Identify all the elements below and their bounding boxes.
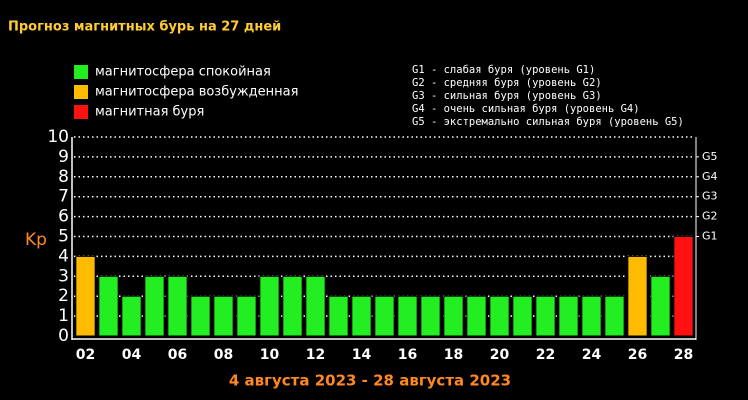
y-tick-label: 1 (58, 306, 69, 326)
bar (236, 295, 257, 337)
bar (558, 295, 579, 337)
bar (328, 295, 349, 337)
y-axis-label: Kp (25, 230, 47, 250)
bar (282, 275, 303, 337)
x-tick-label: 04 (122, 347, 142, 363)
x-tick-label: 10 (260, 347, 280, 363)
x-tick-label: 08 (214, 347, 233, 363)
bar (213, 295, 234, 337)
bar (443, 295, 464, 337)
y2-tick-label: G3 (702, 190, 718, 203)
bar (650, 275, 671, 337)
x-tick-label: 06 (168, 347, 187, 363)
scale-note: G5 - экстремально сильная буря (уровень … (412, 116, 684, 128)
chart-subtitle: 4 августа 2023 - 28 августа 2023 (229, 372, 511, 390)
bar (259, 275, 280, 337)
bar (673, 236, 694, 337)
y2-tick-label: G1 (702, 230, 718, 243)
y-tick-label: 10 (47, 127, 69, 147)
chart-title: Прогноз магнитных бурь на 27 дней (8, 20, 281, 35)
bar (489, 295, 510, 337)
bar (305, 275, 326, 337)
bar (627, 255, 648, 337)
scale-note: G4 - очень сильная буря (уровень G4) (412, 103, 640, 115)
y2-tick-label: G4 (702, 170, 718, 183)
bar (75, 255, 96, 337)
bar (581, 295, 602, 337)
scale-note: G2 - средняя буря (уровень G2) (412, 77, 602, 89)
y-tick-label: 6 (58, 207, 69, 227)
x-tick-label: 24 (582, 347, 602, 363)
bar (351, 295, 372, 337)
scale-note: G3 - сильная буря (уровень G3) (412, 90, 602, 102)
bar (190, 295, 211, 337)
x-tick-label: 12 (306, 347, 325, 363)
x-tick-label: 14 (352, 347, 372, 363)
bar (604, 295, 625, 337)
bar (144, 275, 165, 337)
y-tick-label: 8 (58, 167, 69, 187)
bar (466, 295, 487, 337)
bar (98, 275, 119, 337)
bar (167, 275, 188, 337)
x-tick-label: 16 (398, 347, 417, 363)
y-tick-label: 9 (58, 147, 69, 167)
x-tick-label: 20 (490, 347, 510, 363)
x-tick-label: 26 (628, 347, 647, 363)
y-tick-label: 2 (58, 286, 69, 306)
legend-swatch (74, 65, 88, 79)
y-tick-label: 7 (58, 187, 69, 207)
legend-swatch (74, 105, 88, 119)
x-tick-label: 18 (444, 347, 463, 363)
bar (374, 295, 395, 337)
bar (397, 295, 418, 337)
y-tick-label: 5 (58, 227, 69, 247)
x-tick-label: 28 (674, 347, 693, 363)
bar (535, 295, 556, 337)
legend-label: магнитосфера спокойная (95, 65, 271, 80)
x-tick-label: 02 (76, 347, 95, 363)
scale-note: G1 - слабая буря (уровень G1) (412, 64, 595, 76)
bar (512, 295, 533, 337)
bar (420, 295, 441, 337)
y2-tick-label: G2 (702, 210, 718, 223)
y-tick-label: 3 (58, 266, 69, 286)
bar (121, 295, 142, 337)
x-tick-label: 22 (536, 347, 555, 363)
legend-label: магнитная буря (95, 105, 204, 120)
y-tick-label: 0 (58, 326, 69, 346)
legend-swatch (74, 85, 88, 99)
legend-label: магнитосфера возбужденная (95, 85, 298, 100)
y2-tick-label: G5 (702, 150, 718, 163)
y-tick-label: 4 (58, 246, 69, 266)
